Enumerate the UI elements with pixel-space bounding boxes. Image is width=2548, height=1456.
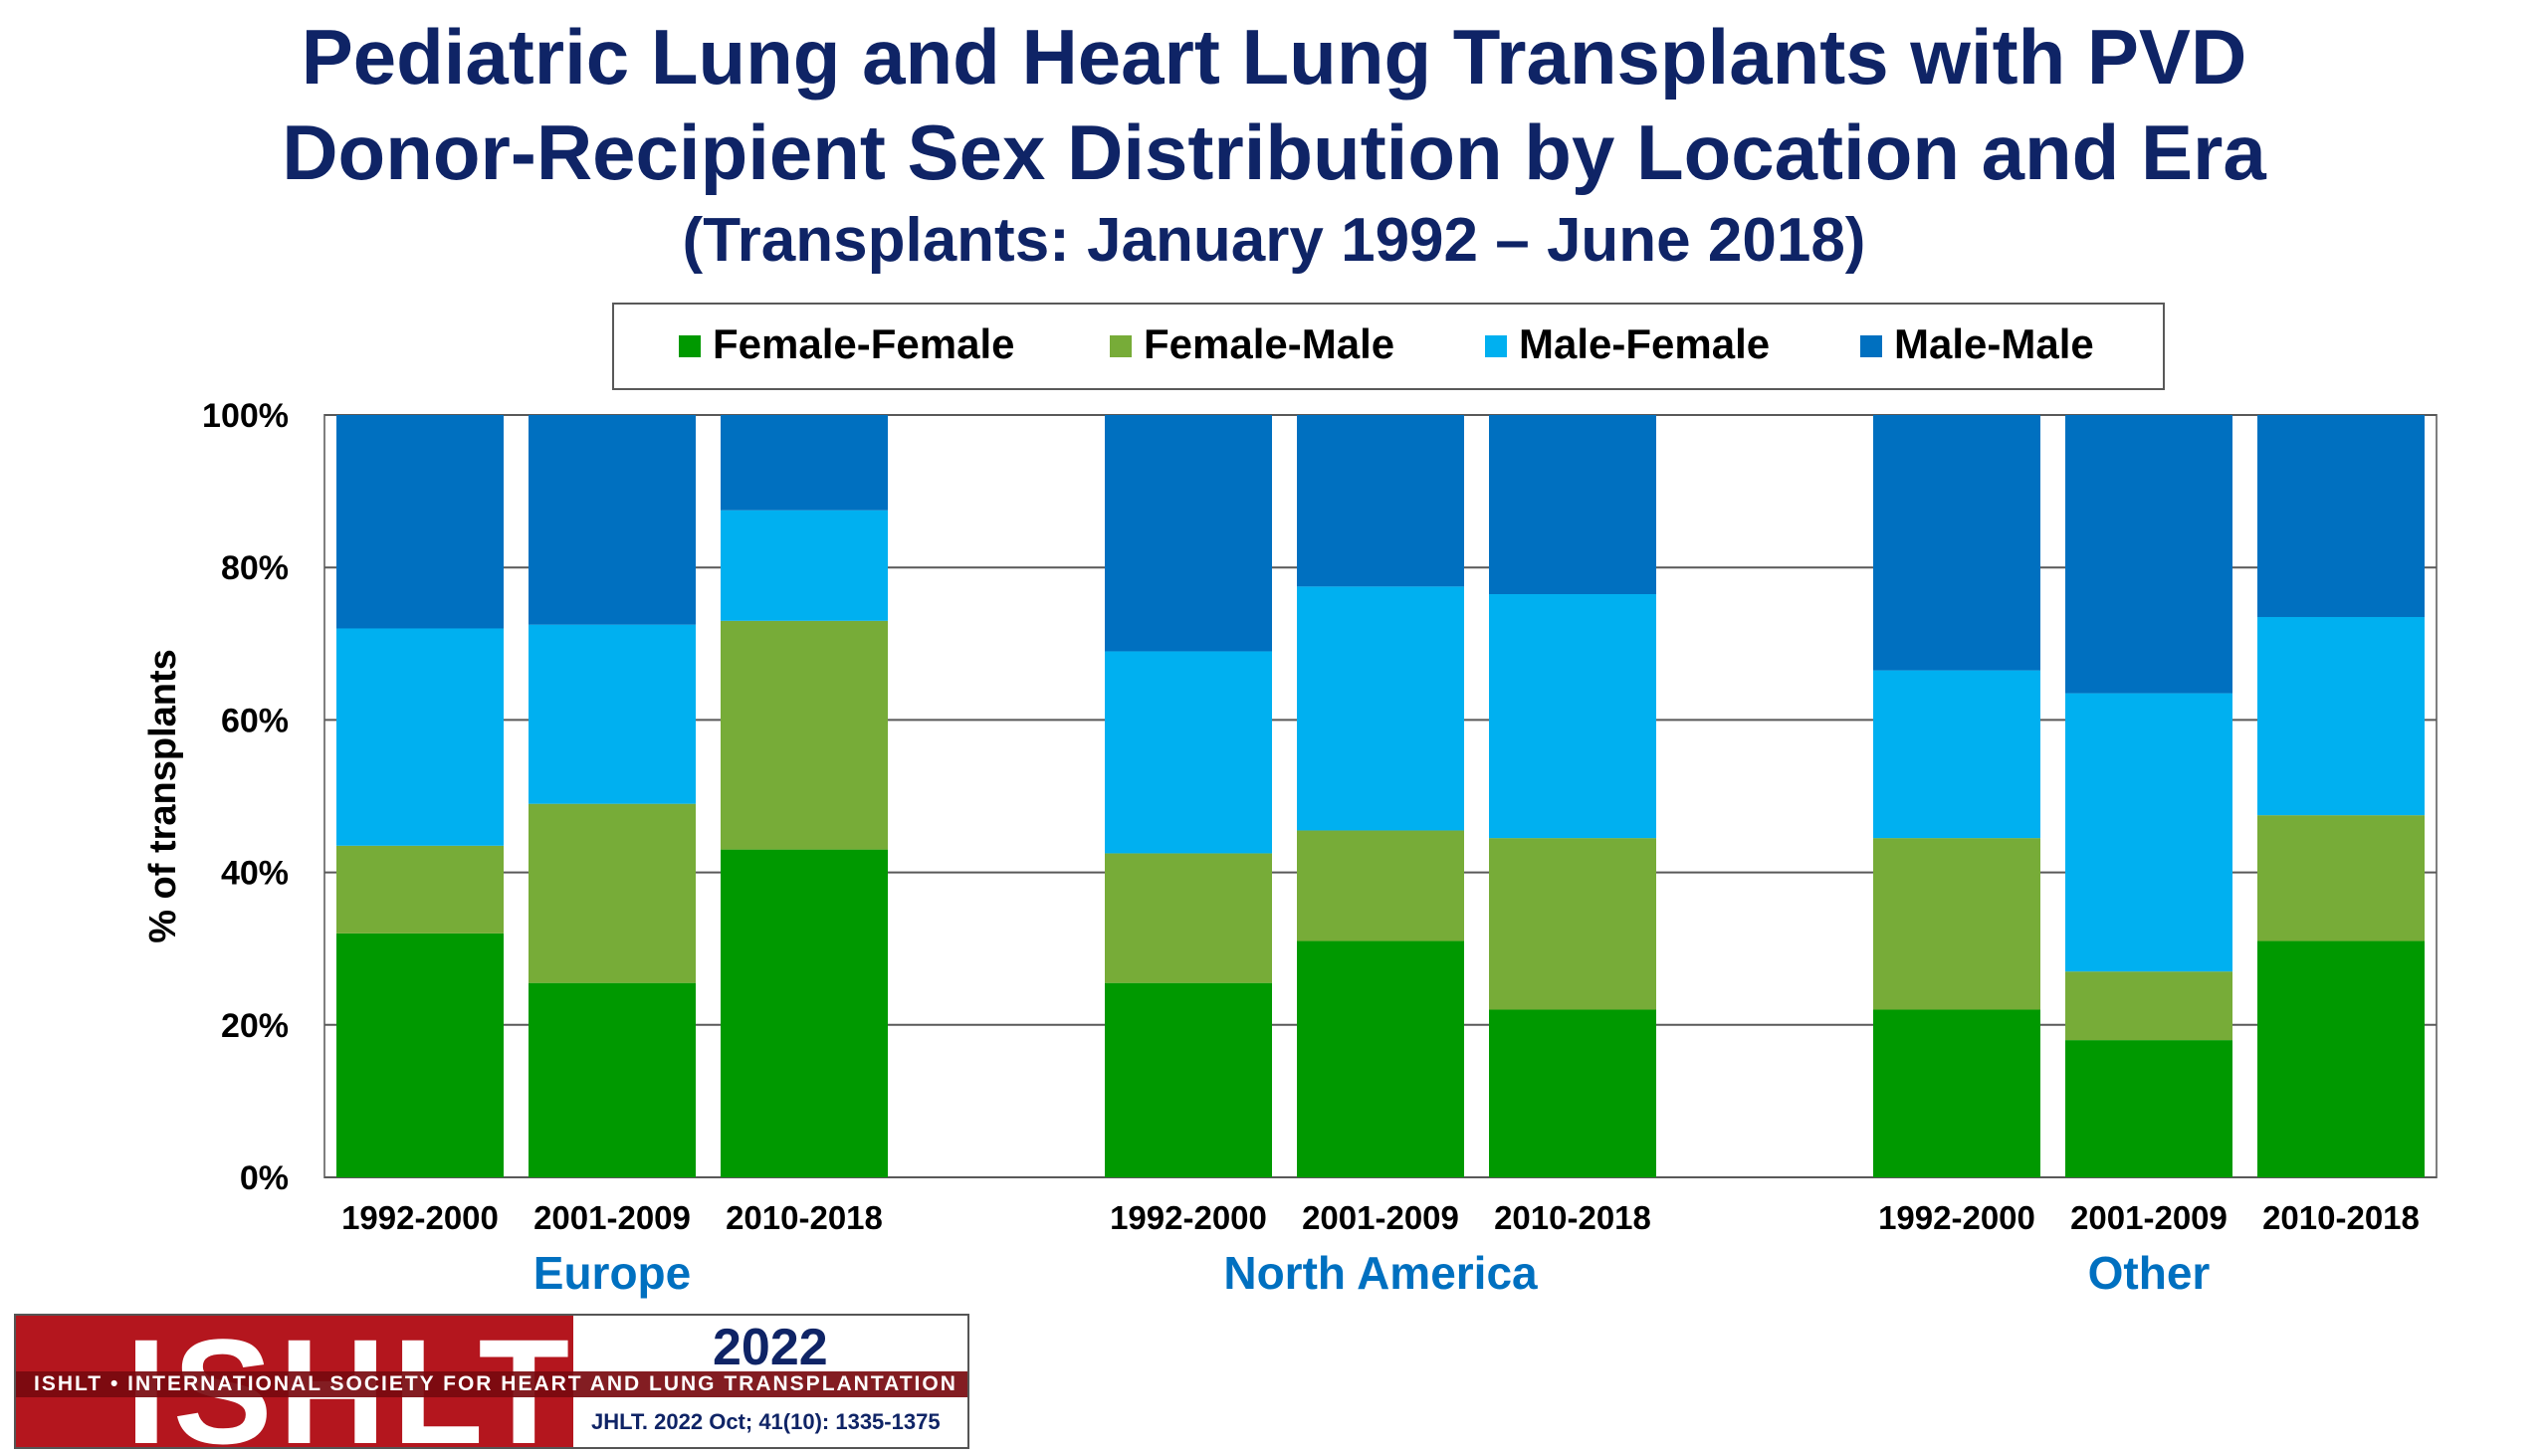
bar-segment-female-male (2257, 815, 2425, 941)
bar-segment-female-male (721, 620, 888, 850)
y-tick-label: 80% (221, 549, 289, 587)
y-tick-label: 60% (221, 702, 289, 739)
bar-segment-male-female (2065, 693, 2232, 972)
stacked-bar-chart: 0% 20% 40% 60% 80% 100% % of transplants 1992-2… (142, 303, 2438, 1299)
x-tick-label: 2001-2009 (2070, 1199, 2228, 1236)
y-tick-label: 20% (221, 1007, 289, 1045)
legend-label: Female-Female (713, 320, 1014, 367)
ishlt-logo: ISHLT ISHLT • INTERNATIONAL SOCIETY FOR … (14, 1314, 969, 1449)
bar-segment-male-male (721, 415, 888, 511)
bar-segment-male-female (721, 510, 888, 621)
chart-title: Pediatric Lung and Heart Lung Transplant… (301, 13, 2247, 101)
x-tick-label: 2010-2018 (1494, 1199, 1651, 1236)
legend-swatch (1485, 335, 1507, 357)
chart-date-range: (Transplants: January 1992 – June 2018) (682, 206, 1866, 275)
bar-segment-male-female (1489, 594, 1656, 839)
x-tick-label: 1992-2000 (1110, 1199, 1267, 1236)
legend-swatch (1110, 335, 1132, 357)
legend-label: Male-Male (1894, 320, 2094, 367)
bar-segment-male-female (2257, 616, 2425, 816)
bar-segment-male-female (1297, 586, 1464, 831)
bar-segment-female-female (2257, 940, 2425, 1177)
legend-label: Female-Male (1144, 320, 1394, 367)
bar-segment-female-female (721, 849, 888, 1177)
x-tick-label: 1992-2000 (1878, 1199, 2035, 1236)
bar-segment-female-female (1105, 982, 1272, 1177)
bar-segment-female-male (1489, 838, 1656, 1010)
logo-citation: JHLT. 2022 Oct; 41(10): 1335-1375 (591, 1409, 941, 1434)
bar-segment-male-female (336, 628, 504, 846)
legend-swatch (679, 335, 701, 357)
bar-segment-male-female (1105, 651, 1272, 854)
bar-segment-female-female (336, 933, 504, 1177)
bar-segment-male-male (1489, 415, 1656, 595)
bar-segment-female-male (336, 845, 504, 934)
logo-society-name: ISHLT • INTERNATIONAL SOCIETY FOR HEART … (16, 1371, 967, 1397)
logo-year: 2022 (713, 1319, 828, 1376)
x-tick-label: 2001-2009 (533, 1199, 691, 1236)
bar-segment-female-female (1297, 940, 1464, 1177)
bar-segment-male-female (1873, 670, 2040, 839)
bar-segment-female-male (1873, 838, 2040, 1010)
y-tick-label: 40% (221, 855, 289, 893)
bar-segment-male-male (1105, 415, 1272, 652)
bar-segment-male-male (336, 415, 504, 629)
x-tick-label: 2001-2009 (1302, 1199, 1459, 1236)
bar-segment-female-female (1489, 1009, 1656, 1177)
y-tick-label: 0% (240, 1159, 289, 1197)
x-tick-label: 2010-2018 (726, 1199, 883, 1236)
y-axis-label: % of transplants (142, 649, 184, 943)
bar-segment-female-female (1873, 1009, 2040, 1177)
bar-segment-male-male (1873, 415, 2040, 671)
group-label: Europe (533, 1247, 691, 1299)
bar-segment-male-male (2257, 415, 2425, 617)
bar-segment-male-male (1297, 415, 1464, 587)
group-label: Other (2088, 1247, 2211, 1299)
group-label: North America (1223, 1247, 1538, 1299)
x-tick-label: 1992-2000 (341, 1199, 499, 1236)
bar-segment-female-female (529, 982, 696, 1177)
legend-swatch (1860, 335, 1882, 357)
bar-segment-male-male (529, 415, 696, 625)
bar-segment-female-male (1297, 830, 1464, 941)
legend-box (612, 303, 2165, 390)
x-tick-label: 2010-2018 (2262, 1199, 2420, 1236)
bar-segment-female-female (2065, 1040, 2232, 1177)
y-tick-label: 100% (202, 397, 289, 435)
bar-segment-male-male (2065, 415, 2232, 694)
bar-segment-male-female (529, 624, 696, 804)
chart-subtitle: Donor-Recipient Sex Distribution by Loca… (282, 108, 2266, 196)
bar-segment-female-male (2065, 971, 2232, 1041)
bar-segment-female-male (1105, 853, 1272, 983)
bar-segment-female-male (529, 803, 696, 983)
legend-label: Male-Female (1519, 320, 1770, 367)
